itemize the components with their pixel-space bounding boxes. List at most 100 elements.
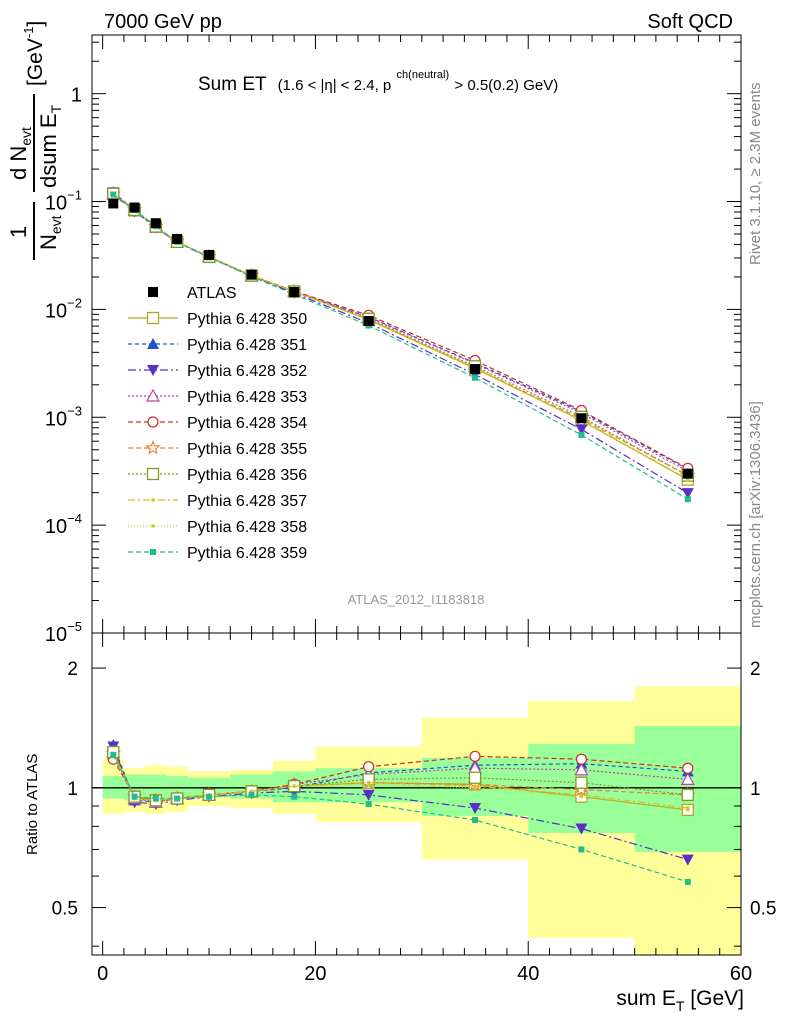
ratio-series-point [680, 772, 695, 785]
ylabel-deriv-num: d Nevt [6, 127, 34, 180]
legend-label: Pythia 6.428 354 [187, 415, 307, 432]
x-tick-label: 0 [97, 963, 108, 985]
atlas-data-point [108, 198, 119, 209]
ylabel-unit: [GeV-1] [21, 21, 47, 86]
rivet-label: Rivet 3.1.10, ≥ 2.3M events [747, 83, 764, 266]
x-tick-label: 40 [517, 963, 539, 985]
ratio-series-point [682, 762, 694, 774]
y-tick-label: 10−1 [45, 188, 82, 215]
legend-marker [146, 311, 160, 325]
ratio-tick-label: 0.5 [750, 899, 776, 920]
ratio-series-point [363, 761, 375, 773]
atlas-data-point [682, 468, 693, 479]
ratio-series-point [575, 753, 588, 765]
ratio-series-point [248, 791, 255, 798]
ratio-series-point [362, 789, 375, 801]
atlas-data-point [150, 218, 161, 229]
ylabel-frac-den: Nevt [36, 215, 64, 250]
atlas-data-point [363, 316, 374, 327]
legend-marker-atlas [148, 287, 158, 297]
legend-label: Pythia 6.428 356 [187, 467, 307, 484]
x-axis-label: sum ET [GeV] [616, 987, 744, 1014]
legend-marker [151, 498, 155, 502]
legend-marker [145, 439, 161, 455]
atlas-data-point [204, 249, 215, 260]
legend-label: Pythia 6.428 352 [187, 363, 307, 380]
ratio-y-label: Ratio to ATLAS [24, 754, 41, 855]
legend-label: Pythia 6.428 355 [187, 441, 307, 458]
legend-marker [151, 524, 155, 528]
ratio-series-line [112, 753, 688, 811]
ratio-series-point [292, 784, 296, 788]
header-right: Soft QCD [647, 11, 733, 33]
ratio-tick-label: 2 [750, 659, 761, 680]
ratio-frame [91, 632, 742, 956]
legend-marker [147, 365, 159, 376]
ratio-tick-label: 2 [67, 659, 78, 680]
y-tick-label: 10−4 [45, 511, 82, 538]
legend-marker [147, 416, 159, 428]
series-point [686, 477, 690, 482]
mcplots-label: mcplots.cern.ch [arXiv:1306.3436] [747, 401, 764, 628]
ratio-series-point [174, 795, 181, 802]
legend-label: Pythia 6.428 351 [187, 337, 307, 354]
ratio-series-point [366, 782, 371, 787]
plot-title-cond-a: (1.6 < |η| < 2.4, p [278, 77, 392, 94]
legend-label: Pythia 6.428 353 [187, 389, 307, 406]
ratio-series-line [112, 753, 688, 802]
ratio-series-point [681, 854, 694, 866]
ratio-series-point [578, 846, 585, 853]
ratio-series-point [575, 823, 588, 835]
ratio-series-point [206, 793, 213, 800]
ratio-tick-label: 1 [750, 779, 761, 800]
analysis-id: ATLAS_2012_I1183818 [348, 592, 485, 607]
legend-label: Pythia 6.428 358 [187, 519, 307, 536]
plot-title-cond-sup: ch(neutral) [397, 69, 450, 81]
series-point [575, 424, 588, 436]
legend-label: Pythia 6.428 350 [187, 311, 307, 328]
header-left: 7000 GeV pp [104, 11, 222, 33]
legend-marker [145, 388, 161, 402]
ratio-series-point [469, 750, 481, 762]
series-point [578, 431, 585, 438]
series-point [681, 488, 694, 500]
ratio-series-point [472, 817, 479, 824]
y-tick-label: 10−2 [45, 295, 82, 322]
legend-marker [150, 549, 156, 555]
ratio-series-point [473, 786, 477, 790]
ylabel-frac-num: 1 [6, 226, 31, 238]
series-point [472, 374, 479, 381]
x-tick-label: 60 [730, 963, 752, 985]
y-tick-label: 10−5 [45, 619, 82, 646]
ratio-tick-label: 0.5 [52, 899, 78, 920]
ratio-series-point [681, 788, 694, 802]
legend-label: Pythia 6.428 357 [187, 493, 307, 510]
atlas-data-point [172, 233, 183, 244]
ratio-series-point [684, 878, 691, 885]
ratio-series-point [574, 762, 589, 776]
atlas-data-point [129, 202, 140, 213]
plot-title: Sum ET (1.6 < |η| < 2.4, p ch(neutral) >… [198, 62, 558, 95]
atlas-data-point [246, 269, 257, 280]
ratio-series-point [686, 808, 690, 812]
ratio-series-point [575, 776, 588, 789]
legend-marker [146, 467, 160, 481]
series-point [110, 191, 117, 198]
legend-label-atlas: ATLAS [187, 285, 237, 302]
ratio-series-point [131, 793, 138, 800]
y-tick-label: 10−3 [45, 403, 82, 430]
ratio-series-point [469, 802, 482, 814]
ratio-series-point [291, 793, 298, 800]
legend-marker [147, 338, 159, 349]
upper-y-label: 1 Nevt d Nevt dsum ET [GeV-1] [6, 21, 64, 260]
ratio-series-point [365, 801, 372, 808]
x-tick-label: 20 [304, 963, 326, 985]
upper-frame [91, 34, 742, 634]
ratio-series-point [468, 771, 482, 784]
y-tick-label: 1 [71, 85, 82, 107]
plot-title-main: Sum ET [198, 74, 267, 95]
atlas-data-point [576, 413, 587, 424]
ratio-tick-label: 1 [67, 779, 78, 800]
plot-title-cond-b: > 0.5(0.2) GeV) [454, 77, 558, 94]
